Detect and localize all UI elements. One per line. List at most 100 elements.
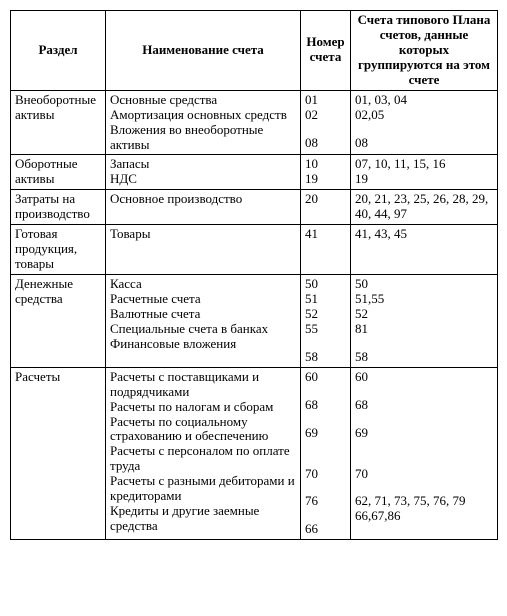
header-group: Счета типового Плана счетов, данные кото… [351, 11, 498, 91]
cell-line: Специальные счета в банках [110, 322, 296, 337]
cell-line: Основное производство [110, 192, 296, 207]
cell-line [355, 385, 493, 398]
cell-line [355, 454, 493, 467]
table-body: Внеоборотные активы Основные средства Ам… [11, 90, 498, 540]
header-name: Наименование счета [106, 11, 301, 91]
cell-line: 41, 43, 45 [355, 227, 493, 242]
cell-numbers: 41 [301, 225, 351, 275]
cell-line: Кредиты и другие заемные средства [110, 504, 296, 534]
cell-line [355, 337, 493, 350]
cell-section: Затраты на производство [11, 190, 106, 225]
cell-line: 19 [355, 172, 493, 187]
cell-line: 01 [305, 93, 346, 108]
cell-names: Запасы НДС [106, 155, 301, 190]
cell-line: Расчеты с поставщиками и подрядчиками [110, 370, 296, 400]
cell-line: Расчеты по социальному страхованию и обе… [110, 415, 296, 445]
cell-line: 01, 03, 04 [355, 93, 493, 108]
cell-line: 69 [355, 426, 493, 441]
cell-names: Касса Расчетные счета Валютные счета Спе… [106, 275, 301, 368]
cell-line: 51 [305, 292, 346, 307]
cell-line: НДС [110, 172, 296, 187]
table-row: Внеоборотные активы Основные средства Ам… [11, 90, 498, 155]
cell-line: 68 [355, 398, 493, 413]
cell-line: 50 [355, 277, 493, 292]
cell-line [305, 454, 346, 467]
cell-line: 52 [305, 307, 346, 322]
cell-line: Расчетные счета [110, 292, 296, 307]
cell-numbers: 01 02 08 [301, 90, 351, 155]
cell-groups: 07, 10, 11, 15, 16 19 [351, 155, 498, 190]
cell-line: 07, 10, 11, 15, 16 [355, 157, 493, 172]
cell-names: Основное производство [106, 190, 301, 225]
cell-line: Валютные счета [110, 307, 296, 322]
cell-line: 66 [305, 522, 346, 537]
cell-section: Расчеты [11, 367, 106, 540]
cell-line: 10 [305, 157, 346, 172]
cell-line: 02 [305, 108, 346, 123]
cell-line [305, 441, 346, 454]
cell-section: Оборотные активы [11, 155, 106, 190]
cell-line: 58 [305, 350, 346, 365]
cell-line: 70 [355, 467, 493, 482]
header-row: Раздел Наименование счета Номер счета Сч… [11, 11, 498, 91]
cell-line: 60 [355, 370, 493, 385]
cell-line [305, 413, 346, 426]
cell-line: Расчеты с персоналом по оплате труда [110, 444, 296, 474]
cell-names: Основные средства Амортизация основных с… [106, 90, 301, 155]
cell-line: 08 [355, 136, 493, 151]
cell-line: 52 [355, 307, 493, 322]
cell-line: Запасы [110, 157, 296, 172]
cell-line: Вложения во внеоборотные активы [110, 123, 296, 153]
cell-line: 55 [305, 322, 346, 337]
cell-line [355, 413, 493, 426]
table-row: Готовая продукция, товары Товары 41 41, … [11, 225, 498, 275]
cell-section: Внеоборотные активы [11, 90, 106, 155]
cell-line: 20, 21, 23, 25, 26, 28, 29, 40, 44, 97 [355, 192, 493, 222]
cell-line: Расчеты по налогам и сборам [110, 400, 296, 415]
cell-line: Касса [110, 277, 296, 292]
table-row: Затраты на производство Основное произво… [11, 190, 498, 225]
cell-groups: 20, 21, 23, 25, 26, 28, 29, 40, 44, 97 [351, 190, 498, 225]
cell-line [305, 385, 346, 398]
cell-line: 60 [305, 370, 346, 385]
cell-line [305, 337, 346, 350]
cell-line: Финансовые вложения [110, 337, 296, 352]
cell-section: Денежные средства [11, 275, 106, 368]
cell-line: 41 [305, 227, 346, 242]
cell-groups: 01, 03, 04 02,05 08 [351, 90, 498, 155]
cell-numbers: 50 51 52 55 58 [301, 275, 351, 368]
cell-line: 69 [305, 426, 346, 441]
cell-section: Готовая продукция, товары [11, 225, 106, 275]
cell-line [355, 123, 493, 136]
cell-line: 68 [305, 398, 346, 413]
cell-groups: 41, 43, 45 [351, 225, 498, 275]
table-row: Оборотные активы Запасы НДС 10 19 07, 10… [11, 155, 498, 190]
cell-line: 70 [305, 467, 346, 482]
cell-names: Расчеты с поставщиками и подрядчиками Ра… [106, 367, 301, 540]
cell-names: Товары [106, 225, 301, 275]
cell-line: Товары [110, 227, 296, 242]
cell-line: Расчеты с разными дебиторами и кредитора… [110, 474, 296, 504]
header-section: Раздел [11, 11, 106, 91]
cell-line: 02,05 [355, 108, 493, 123]
cell-line: Амортизация основных средств [110, 108, 296, 123]
cell-line: 76 [305, 494, 346, 509]
cell-line: 08 [305, 136, 346, 151]
cell-line: 19 [305, 172, 346, 187]
cell-numbers: 20 [301, 190, 351, 225]
cell-line: Основные средства [110, 93, 296, 108]
cell-numbers: 10 19 [301, 155, 351, 190]
cell-line: 50 [305, 277, 346, 292]
cell-numbers: 60 68 69 70 76 66 [301, 367, 351, 540]
table-row: Расчеты Расчеты с поставщиками и подрядч… [11, 367, 498, 540]
cell-line: 51,55 [355, 292, 493, 307]
cell-line: 58 [355, 350, 493, 365]
cell-groups: 50 51,55 52 81 58 [351, 275, 498, 368]
cell-line [305, 123, 346, 136]
cell-line: 62, 71, 73, 75, 76, 79 [355, 494, 493, 509]
cell-line [355, 441, 493, 454]
cell-line: 66,67,86 [355, 509, 493, 524]
cell-groups: 60 68 69 70 62, 71, 73, 75, 76, 79 66,67… [351, 367, 498, 540]
accounts-table: Раздел Наименование счета Номер счета Сч… [10, 10, 498, 540]
header-number: Номер счета [301, 11, 351, 91]
